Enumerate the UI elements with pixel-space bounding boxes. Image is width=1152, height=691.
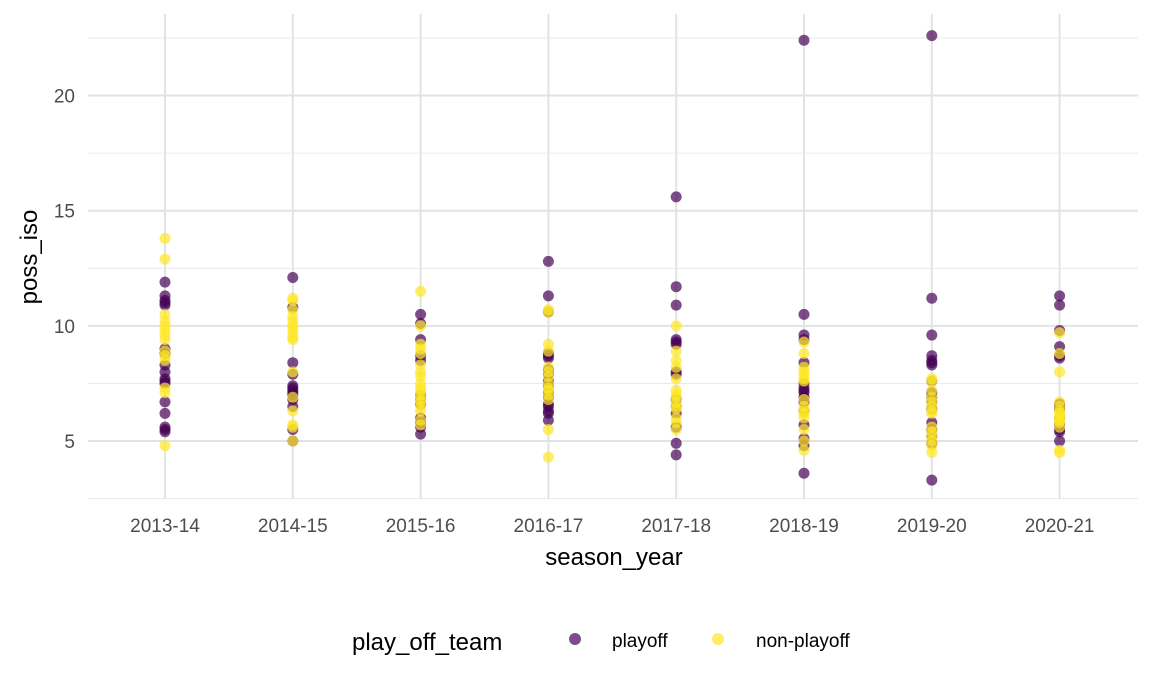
data-point-non-playoff bbox=[926, 407, 938, 419]
data-point-non-playoff bbox=[798, 423, 810, 435]
data-point-playoff bbox=[926, 474, 938, 486]
data-point-non-playoff bbox=[670, 403, 682, 415]
y-tick-label: 10 bbox=[54, 317, 75, 338]
data-point-non-playoff bbox=[159, 334, 171, 346]
data-point-non-playoff bbox=[542, 423, 554, 435]
data-point-playoff bbox=[159, 426, 171, 438]
x-tick-label: 2020-21 bbox=[1025, 516, 1095, 537]
data-point-non-playoff bbox=[926, 375, 938, 387]
data-point-non-playoff bbox=[542, 394, 554, 406]
data-point-non-playoff bbox=[542, 345, 554, 357]
data-point-playoff bbox=[798, 34, 810, 46]
data-point-playoff bbox=[670, 299, 682, 311]
data-point-playoff bbox=[1054, 290, 1066, 302]
data-point-playoff bbox=[926, 30, 938, 42]
x-axis-ticks: 2013-14 2014-15 2015-16 2016-17 2017-18 2018-… bbox=[130, 516, 1094, 537]
x-tick-label: 2017-18 bbox=[641, 516, 711, 537]
data-point-non-playoff bbox=[1054, 366, 1066, 378]
data-point-non-playoff bbox=[798, 347, 810, 359]
data-point-non-playoff bbox=[798, 336, 810, 348]
x-tick-label: 2018-19 bbox=[769, 516, 839, 537]
data-point-playoff bbox=[670, 191, 682, 203]
data-point-playoff bbox=[542, 255, 554, 267]
data-point-non-playoff bbox=[287, 366, 299, 378]
data-point-playoff bbox=[1054, 435, 1066, 447]
data-point-non-playoff bbox=[159, 253, 171, 265]
data-point-non-playoff bbox=[670, 423, 682, 435]
data-point-non-playoff bbox=[415, 320, 427, 332]
y-tick-label: 20 bbox=[54, 87, 75, 108]
legend: play_off_team playoff non-playoff bbox=[352, 629, 850, 656]
data-point-playoff bbox=[670, 449, 682, 461]
data-point-non-playoff bbox=[1054, 421, 1066, 433]
y-tick-label: 5 bbox=[64, 432, 75, 453]
data-point-non-playoff bbox=[798, 435, 810, 447]
data-point-playoff bbox=[1054, 299, 1066, 311]
y-axis-title: poss_iso bbox=[16, 210, 43, 305]
data-point-playoff bbox=[926, 359, 938, 371]
data-point-playoff bbox=[926, 329, 938, 341]
data-point-playoff bbox=[415, 308, 427, 320]
grid-lines bbox=[88, 14, 1138, 500]
data-point-non-playoff bbox=[159, 387, 171, 399]
data-point-non-playoff bbox=[1054, 447, 1066, 459]
data-point-non-playoff bbox=[287, 421, 299, 433]
data-point-playoff bbox=[287, 271, 299, 283]
data-point-non-playoff bbox=[159, 440, 171, 452]
data-point-non-playoff bbox=[287, 334, 299, 346]
data-point-non-playoff bbox=[1054, 327, 1066, 339]
data-point-non-playoff bbox=[670, 373, 682, 385]
data-point-playoff bbox=[159, 396, 171, 408]
data-point-non-playoff bbox=[287, 391, 299, 403]
data-point-non-playoff bbox=[542, 306, 554, 318]
data-point-playoff bbox=[670, 437, 682, 449]
x-axis-title: season_year bbox=[545, 544, 682, 571]
data-point-non-playoff bbox=[159, 354, 171, 366]
data-point-non-playoff bbox=[798, 412, 810, 424]
data-point-non-playoff bbox=[798, 375, 810, 387]
data-point-non-playoff bbox=[159, 232, 171, 244]
data-point-non-playoff bbox=[926, 447, 938, 459]
x-tick-label: 2013-14 bbox=[130, 516, 200, 537]
data-point-playoff bbox=[542, 290, 554, 302]
data-point-non-playoff bbox=[415, 419, 427, 431]
data-point-playoff bbox=[159, 299, 171, 311]
data-point-playoff bbox=[415, 428, 427, 440]
data-point-non-playoff bbox=[415, 285, 427, 297]
data-point-playoff bbox=[798, 308, 810, 320]
data-point-non-playoff bbox=[670, 345, 682, 357]
legend-label-playoff: playoff bbox=[612, 631, 668, 652]
data-point-playoff bbox=[287, 357, 299, 369]
data-point-playoff bbox=[159, 407, 171, 419]
data-point-non-playoff bbox=[670, 361, 682, 373]
data-point-playoff bbox=[159, 276, 171, 288]
data-point-non-playoff bbox=[287, 405, 299, 417]
x-tick-label: 2014-15 bbox=[258, 516, 328, 537]
data-point-non-playoff bbox=[415, 347, 427, 359]
x-tick-label: 2019-20 bbox=[897, 516, 967, 537]
data-point-playoff bbox=[670, 281, 682, 293]
data-point-non-playoff bbox=[1054, 347, 1066, 359]
data-point-playoff bbox=[798, 467, 810, 479]
data-point-non-playoff bbox=[415, 405, 427, 417]
legend-key-playoff bbox=[569, 633, 581, 645]
data-point-non-playoff bbox=[287, 295, 299, 307]
x-tick-label: 2016-17 bbox=[514, 516, 584, 537]
data-points bbox=[159, 30, 1066, 486]
legend-title: play_off_team bbox=[352, 629, 502, 656]
data-point-non-playoff bbox=[670, 320, 682, 332]
data-point-non-playoff bbox=[287, 435, 299, 447]
data-point-non-playoff bbox=[798, 444, 810, 456]
y-tick-label: 15 bbox=[54, 202, 75, 223]
y-axis-ticks: 5 10 15 20 bbox=[54, 87, 75, 453]
data-point-non-playoff bbox=[542, 451, 554, 463]
data-point-playoff bbox=[542, 414, 554, 426]
legend-label-non-playoff: non-playoff bbox=[756, 631, 850, 652]
data-point-playoff bbox=[926, 292, 938, 304]
legend-key-non-playoff bbox=[712, 633, 724, 645]
x-tick-label: 2015-16 bbox=[386, 516, 456, 537]
